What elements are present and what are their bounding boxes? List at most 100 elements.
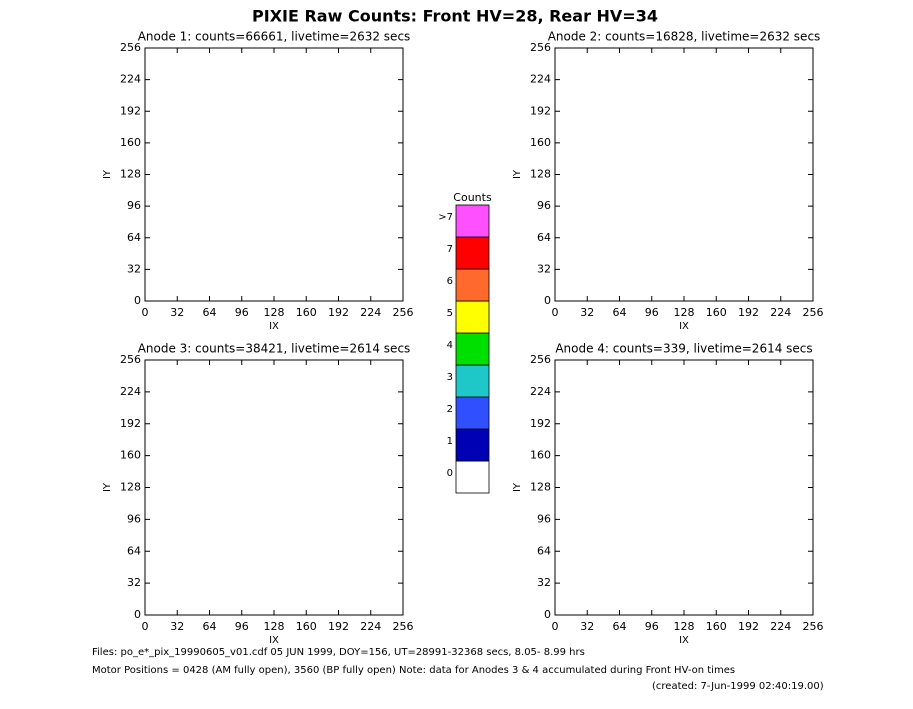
y-tick-label: 128 — [120, 168, 141, 181]
y-tick-label: 224 — [530, 385, 551, 398]
y-tick-label: 128 — [530, 168, 551, 181]
y-axis-label: IY — [102, 169, 113, 179]
color-box — [455, 236, 490, 270]
y-tick-label: 64 — [537, 231, 551, 244]
y-axis-label: IY — [512, 169, 523, 179]
x-tick-label: 32 — [170, 620, 184, 633]
x-tick-label: 128 — [674, 620, 695, 633]
x-tick-label: 160 — [706, 306, 727, 319]
x-tick-label: 224 — [770, 620, 791, 633]
y-tick-label: 160 — [530, 449, 551, 462]
x-tick-label: 224 — [360, 306, 381, 319]
y-tick-label: 0 — [544, 294, 551, 307]
y-tick-label: 32 — [127, 262, 141, 275]
y-tick-label: 96 — [127, 512, 141, 525]
x-tick-label: 224 — [770, 306, 791, 319]
x-tick-label: 256 — [393, 306, 414, 319]
panel-title: Anode 1: counts=66661, livetime=2632 sec… — [138, 30, 411, 44]
footer-line: Motor Positions = 0428 (AM fully open), … — [92, 665, 735, 676]
y-tick-label: 160 — [530, 136, 551, 149]
colorbar-label: 6 — [447, 276, 453, 287]
x-tick-label: 96 — [235, 620, 249, 633]
x-tick-label: 192 — [738, 620, 759, 633]
x-axis-label: IX — [269, 635, 279, 646]
panel-title: Anode 3: counts=38421, livetime=2614 sec… — [138, 342, 411, 356]
y-tick-label: 160 — [120, 136, 141, 149]
x-tick-label: 64 — [203, 306, 217, 319]
y-tick-label: 192 — [530, 417, 551, 430]
page-title: PIXIE Raw Counts: Front HV=28, Rear HV=3… — [252, 7, 658, 26]
y-tick-label: 192 — [120, 417, 141, 430]
y-tick-label: 0 — [544, 608, 551, 621]
x-axis-label: IX — [269, 321, 279, 332]
y-tick-label: 256 — [120, 353, 141, 366]
x-tick-label: 0 — [552, 306, 559, 319]
color-box — [455, 428, 490, 462]
panel-title: Anode 4: counts=339, livetime=2614 secs — [555, 342, 812, 356]
colorbar-label: 7 — [447, 244, 453, 255]
x-tick-label: 256 — [803, 306, 824, 319]
y-tick-label: 128 — [530, 481, 551, 494]
footer-line: (created: 7-Jun-1999 02:40:19.00) — [652, 681, 824, 692]
x-axis-label: IX — [679, 635, 689, 646]
x-tick-label: 0 — [142, 620, 149, 633]
color-box — [455, 204, 490, 238]
y-tick-label: 128 — [120, 481, 141, 494]
y-tick-label: 64 — [127, 231, 141, 244]
color-box — [455, 396, 490, 430]
x-tick-label: 96 — [645, 620, 659, 633]
color-box — [455, 460, 490, 494]
y-tick-label: 64 — [537, 544, 551, 557]
x-tick-label: 64 — [613, 620, 627, 633]
colorbar-title: Counts — [453, 191, 492, 204]
footer-line: Files: po_e*_pix_19990605_v01.cdf 05 JUN… — [92, 647, 585, 658]
y-tick-label: 0 — [134, 608, 141, 621]
panel-title: Anode 2: counts=16828, livetime=2632 sec… — [548, 30, 821, 44]
x-tick-label: 128 — [674, 306, 695, 319]
color-box — [455, 300, 490, 334]
colorbar-label: 1 — [447, 436, 453, 447]
x-tick-label: 160 — [296, 306, 317, 319]
y-tick-label: 256 — [530, 41, 551, 54]
y-tick-label: 160 — [120, 449, 141, 462]
colorbar-label: 2 — [447, 404, 453, 415]
x-tick-label: 64 — [613, 306, 627, 319]
color-box — [455, 364, 490, 398]
x-tick-label: 64 — [203, 620, 217, 633]
y-tick-label: 32 — [127, 576, 141, 589]
x-tick-label: 96 — [645, 306, 659, 319]
x-tick-label: 160 — [706, 620, 727, 633]
x-tick-label: 0 — [552, 620, 559, 633]
colorbar-label: 5 — [447, 308, 453, 319]
y-tick-label: 192 — [530, 104, 551, 117]
x-tick-label: 32 — [170, 306, 184, 319]
x-axis-label: IX — [679, 321, 689, 332]
y-tick-label: 96 — [127, 199, 141, 212]
x-tick-label: 160 — [296, 620, 317, 633]
x-tick-label: 192 — [328, 620, 349, 633]
y-tick-label: 224 — [120, 385, 141, 398]
y-tick-label: 224 — [530, 73, 551, 86]
y-tick-label: 224 — [120, 73, 141, 86]
y-axis-label: IY — [512, 482, 523, 492]
y-tick-label: 192 — [120, 104, 141, 117]
y-tick-label: 96 — [537, 512, 551, 525]
y-axis-label: IY — [102, 482, 113, 492]
colorbar-label: 4 — [447, 340, 453, 351]
x-tick-label: 32 — [580, 306, 594, 319]
x-tick-label: 256 — [803, 620, 824, 633]
x-tick-label: 96 — [235, 306, 249, 319]
x-tick-label: 128 — [264, 306, 285, 319]
x-tick-label: 0 — [142, 306, 149, 319]
color-box — [455, 332, 490, 366]
x-tick-label: 192 — [328, 306, 349, 319]
x-tick-label: 224 — [360, 620, 381, 633]
y-tick-label: 0 — [134, 294, 141, 307]
colorbar-label: 3 — [447, 372, 453, 383]
y-tick-label: 32 — [537, 576, 551, 589]
y-tick-label: 256 — [120, 41, 141, 54]
y-tick-label: 32 — [537, 262, 551, 275]
x-tick-label: 192 — [738, 306, 759, 319]
x-tick-label: 32 — [580, 620, 594, 633]
